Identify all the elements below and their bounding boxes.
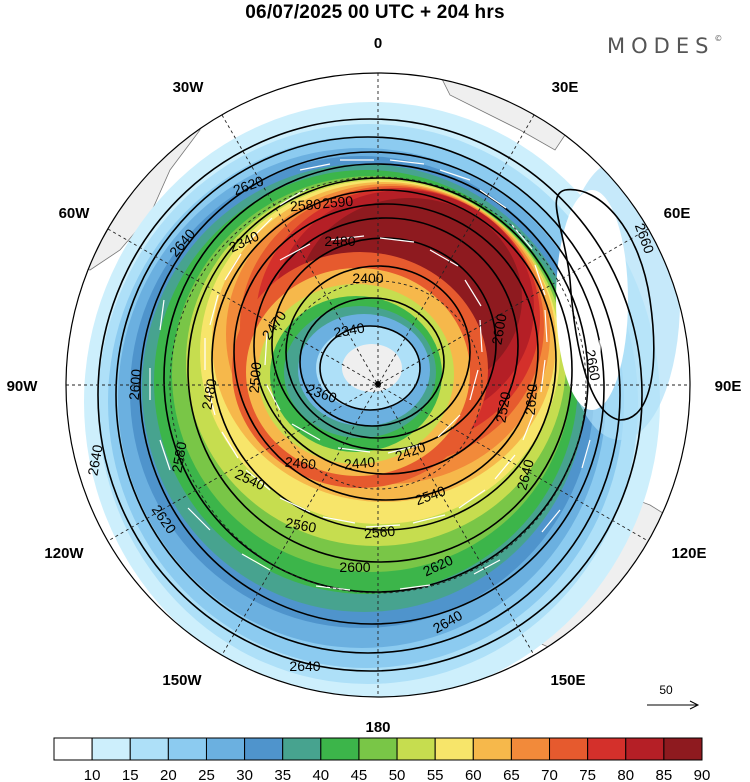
- contour-label-text: 2640: [289, 658, 320, 674]
- contour-label-2340-2: 2340: [332, 319, 366, 340]
- contour-label-2580-1: 2580: [289, 196, 322, 215]
- contour-label-2580-2: 2580: [168, 440, 189, 474]
- contour-label-2560-2: 2560: [363, 523, 396, 542]
- contour-label-2520-1: 2520: [492, 390, 513, 424]
- contour-label-text: 2400: [352, 270, 383, 286]
- longitude-label-180: 180: [365, 719, 390, 736]
- contour-label-2640-3: 2640: [513, 457, 537, 491]
- contour-label-text: 2500: [246, 361, 265, 394]
- contour-label-text: 2440: [343, 454, 376, 473]
- contour-label-text: 2640: [84, 443, 105, 477]
- longitude-label-60e: 60E: [664, 205, 691, 222]
- contour-label-2640-2: 2640: [84, 443, 105, 477]
- contour-label-2620-2: 2620: [522, 383, 541, 416]
- contour-label-text: 2600: [488, 312, 509, 346]
- contour-label-2480-1: 2480: [324, 233, 355, 249]
- map-boundary: [65, 72, 691, 698]
- longitude-label-150e: 150E: [550, 672, 585, 689]
- pole-marker: [375, 381, 381, 387]
- contour-label-text: 2620: [522, 383, 541, 416]
- contour-label-2460-1: 2460: [284, 454, 317, 473]
- longitude-label-120w: 120W: [44, 545, 84, 562]
- contour-label-text: 2480: [198, 377, 219, 411]
- longitude-label-0: 0: [374, 35, 382, 52]
- wind-vectors: [149, 159, 601, 591]
- longitude-labels: 0 30E 60E 90E 120E 150E 180 150W 120W 90W 60W 30W: [7, 35, 742, 736]
- contour-label-2590-1: 2590: [321, 193, 354, 212]
- brand-name: MODES: [607, 34, 715, 58]
- brand-mark: ©: [714, 34, 723, 43]
- longitude-label-60w: 60W: [59, 205, 91, 222]
- brand-logo: MODES©: [607, 34, 722, 58]
- contour-label-2600-1: 2600: [126, 368, 145, 401]
- contour-label-text: 2590: [321, 193, 354, 212]
- longitude-label-30w: 30W: [173, 79, 205, 96]
- contour-label-2440-1: 2440: [343, 454, 376, 473]
- contour-label-text: 2600: [339, 559, 370, 575]
- contour-label-text: 2660: [582, 348, 603, 382]
- contour-label-2480-2: 2480: [198, 377, 219, 411]
- contour-label-text: 2560: [284, 514, 318, 535]
- vector-reference: 50: [647, 683, 700, 710]
- contour-label-text: 2480: [324, 233, 355, 249]
- longitude-label-30e: 30E: [552, 79, 579, 96]
- arrowhead-icon: [689, 700, 700, 710]
- longitude-label-150w: 150W: [162, 672, 202, 689]
- contour-label-text: 2600: [126, 368, 145, 401]
- contour-label-text: 2580: [168, 440, 189, 474]
- contour-label-2640-5: 2640: [289, 658, 320, 674]
- contour-label-2560-1: 2560: [284, 514, 318, 535]
- longitude-label-120e: 120E: [671, 545, 706, 562]
- longitude-label-90w: 90W: [7, 378, 39, 395]
- contour-label-2500-1: 2500: [246, 361, 265, 394]
- vector-reference-value: 50: [659, 683, 673, 697]
- contour-label-text: 2560: [363, 523, 396, 542]
- contour-label-2660-2: 2660: [582, 348, 603, 382]
- contour-label-2600-2: 2600: [488, 312, 509, 346]
- contour-label-text: 2640: [513, 457, 537, 491]
- contour-label-text: 2340: [332, 319, 366, 340]
- wind-speed-field: [66, 73, 690, 697]
- contour-label-2600-3: 2600: [339, 559, 370, 575]
- contour-label-text: 2460: [284, 454, 317, 473]
- contour-label-text: 2520: [492, 390, 513, 424]
- contour-label-text: 2580: [289, 196, 322, 215]
- contour-label-2400-1: 2400: [352, 270, 383, 286]
- longitude-label-90e: 90E: [715, 378, 742, 395]
- chart-title: 06/07/2025 00 UTC + 204 hrs: [245, 2, 505, 23]
